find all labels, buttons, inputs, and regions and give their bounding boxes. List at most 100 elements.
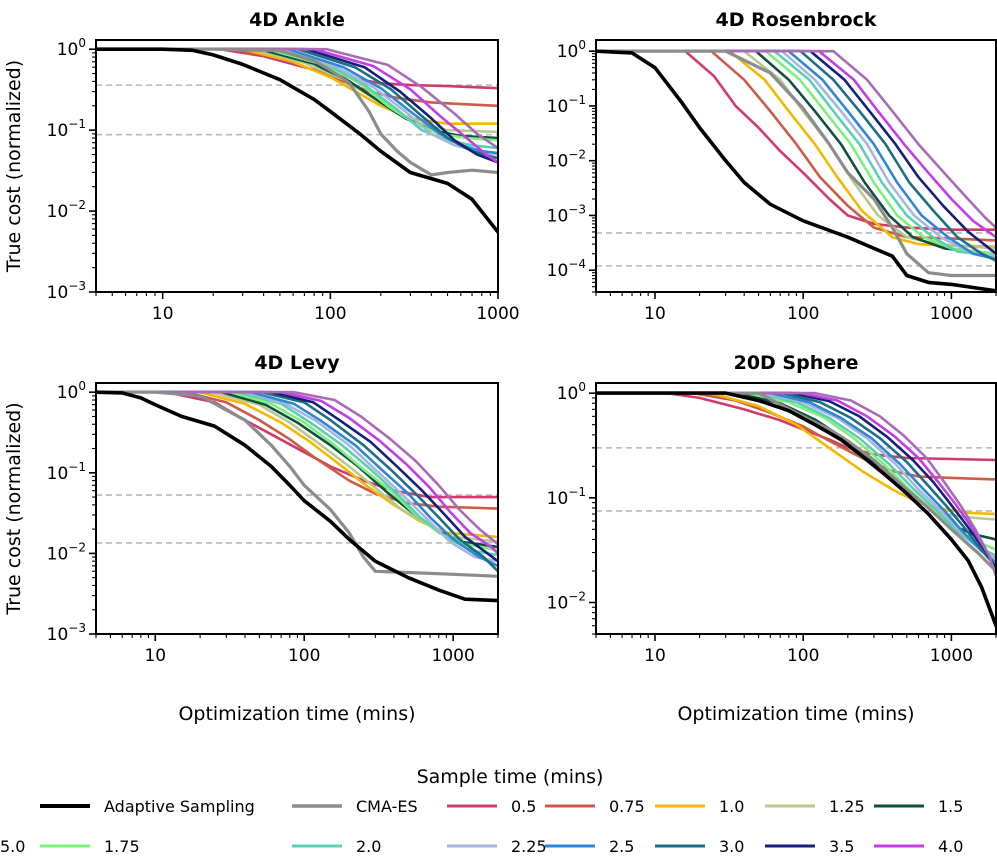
- x-tick-label: 100: [288, 646, 320, 666]
- series-line-2.5: [96, 47, 498, 155]
- series-line-3.5: [96, 47, 498, 164]
- x-tick-label: 10: [152, 304, 174, 324]
- y-tick-exponent: −2: [68, 198, 86, 212]
- series-line-1.0: [596, 391, 996, 516]
- series-line-2.5: [596, 49, 996, 261]
- series-line-1.0: [596, 49, 996, 248]
- y-tick-exponent: −1: [68, 117, 86, 131]
- legend-label-Adaptive Sampling: Adaptive Sampling: [104, 797, 255, 816]
- panel-title: 20D Sphere: [734, 352, 859, 374]
- legend-label-0.75: 0.75: [609, 797, 645, 816]
- y-tick-label: 10−3: [547, 202, 586, 226]
- y-tick-base: 10: [47, 283, 69, 303]
- legend-label-3.5: 3.5: [829, 837, 854, 856]
- y-tick-exponent: −4: [568, 257, 586, 271]
- x-tick-label: 100: [787, 646, 819, 666]
- series-line-5.0: [96, 47, 498, 150]
- series-line-CMA-ES: [96, 47, 498, 177]
- legend-label-1.0: 1.0: [719, 797, 744, 816]
- panel-title: 4D Levy: [254, 352, 340, 374]
- series-line-2.5: [96, 390, 498, 568]
- y-tick-exponent: −1: [568, 485, 586, 499]
- y-tick-base: 10: [547, 261, 569, 281]
- x-tick-label: 1000: [930, 646, 973, 666]
- y-tick-label: 100: [557, 380, 586, 404]
- series-line-3.0: [96, 390, 498, 573]
- y-tick-exponent: 0: [578, 38, 586, 52]
- series-line-Adaptive Sampling: [96, 390, 498, 603]
- series-line-CMA-ES: [96, 390, 498, 578]
- y-tick-label: 10−1: [547, 93, 586, 117]
- series-line-1.75: [596, 49, 996, 255]
- legend-label-1.5: 1.5: [938, 797, 963, 816]
- y-tick-exponent: −3: [68, 279, 86, 293]
- y-tick-exponent: −2: [568, 589, 586, 603]
- x-axis-label: Optimization time (mins): [178, 703, 415, 725]
- axes-frame: [95, 39, 499, 293]
- series-line-4.0: [596, 49, 996, 239]
- series-line-1.5: [96, 47, 498, 140]
- legend: Sample time (mins) Adaptive Sampling CMA-E…: [0, 766, 963, 856]
- y-tick-exponent: −2: [568, 148, 586, 162]
- y-tick-base: 10: [57, 383, 79, 403]
- y-tick-label: 100: [57, 379, 86, 403]
- series-line-5.0: [596, 391, 996, 578]
- y-tick-exponent: −3: [568, 202, 586, 216]
- series-line-4.0: [96, 47, 498, 164]
- x-axis-label: Optimization time (mins): [677, 703, 914, 725]
- series-group: [96, 390, 498, 603]
- series-line-5.0: [596, 49, 996, 229]
- y-tick-exponent: −3: [68, 621, 86, 635]
- y-tick-base: 10: [57, 40, 79, 60]
- series-line-4.0: [596, 391, 996, 578]
- y-tick-base: 10: [547, 206, 569, 226]
- panel-title: 4D Rosenbrock: [716, 9, 877, 31]
- y-tick-base: 10: [547, 593, 569, 613]
- y-tick-base: 10: [547, 97, 569, 117]
- series-line-2.25: [96, 390, 498, 563]
- series-line-0.75: [596, 49, 996, 242]
- y-tick-label: 10−2: [47, 540, 86, 564]
- series-line-Adaptive Sampling: [596, 49, 996, 292]
- legend-label-2.5: 2.5: [609, 837, 634, 856]
- series-line-3.5: [596, 49, 996, 255]
- y-tick-label: 10−1: [547, 485, 586, 509]
- y-tick-label: 10−2: [47, 198, 86, 222]
- legend-label-2.0: 2.0: [356, 837, 381, 856]
- series-line-CMA-ES: [596, 49, 996, 278]
- series-line-4.0: [96, 390, 498, 555]
- legend-label-CMA-ES: CMA-ES: [356, 797, 418, 816]
- x-tick-label: 10: [644, 646, 666, 666]
- y-tick-exponent: 0: [78, 379, 86, 393]
- series-line-2.0: [596, 391, 996, 558]
- y-tick-exponent: 0: [578, 380, 586, 394]
- x-tick-label: 10: [144, 646, 166, 666]
- y-tick-base: 10: [47, 202, 69, 222]
- legend-label-4.0: 4.0: [938, 837, 963, 856]
- x-tick-label: 1000: [476, 304, 519, 324]
- panel-title: 4D Ankle: [249, 9, 345, 31]
- series-line-1.75: [96, 47, 498, 142]
- y-tick-label: 10−2: [547, 148, 586, 172]
- series-line-3.0: [596, 49, 996, 262]
- y-tick-label: 10−3: [47, 279, 86, 303]
- y-tick-base: 10: [47, 121, 69, 141]
- legend-label-2.25: 2.25: [511, 837, 547, 856]
- y-tick-label: 10−1: [47, 460, 86, 484]
- legend-title: Sample time (mins): [417, 766, 604, 788]
- legend-label-0.5: 0.5: [511, 797, 536, 816]
- x-tick-label: 1000: [432, 646, 475, 666]
- x-tick-label: 100: [787, 304, 819, 324]
- series-line-5.0: [96, 390, 498, 546]
- y-tick-label: 10−4: [547, 257, 586, 281]
- x-tick-label: 100: [314, 304, 346, 324]
- y-tick-label: 10−1: [47, 117, 86, 141]
- y-tick-exponent: −1: [568, 93, 586, 107]
- series-line-2.5: [596, 391, 996, 565]
- y-tick-base: 10: [547, 152, 569, 172]
- series-line-3.0: [596, 391, 996, 568]
- series-line-2.25: [596, 49, 996, 258]
- y-tick-label: 100: [557, 38, 586, 62]
